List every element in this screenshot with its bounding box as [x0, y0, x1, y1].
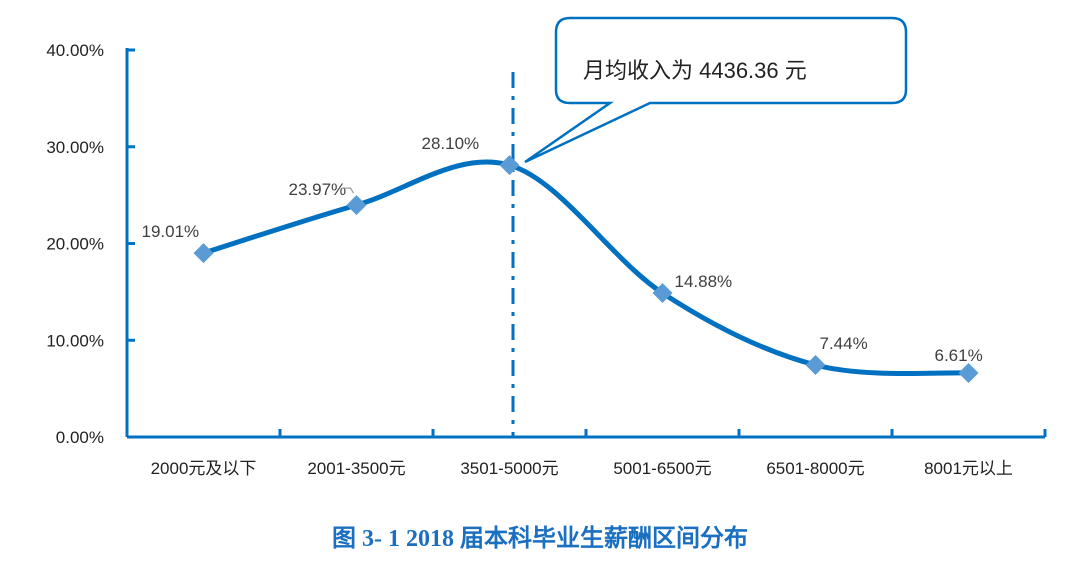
- x-tick-label: 2000元及以下: [151, 459, 257, 478]
- data-label: 23.97%: [289, 180, 347, 199]
- data-point-marker: [346, 195, 367, 216]
- data-label: 19.01%: [142, 222, 200, 241]
- data-point-marker: [805, 355, 826, 376]
- x-tick-label: 8001元以上: [924, 459, 1013, 478]
- data-label: 7.44%: [820, 334, 868, 353]
- data-point-marker: [193, 243, 214, 264]
- x-tick-label: 3501-5000元: [460, 459, 558, 478]
- y-tick-label: 30.00%: [46, 138, 104, 157]
- x-tick-label: 5001-6500元: [613, 459, 711, 478]
- y-tick-label: 40.00%: [46, 41, 104, 60]
- data-point-marker: [499, 155, 520, 176]
- chart-title: 图 3- 1 2018 届本科毕业生薪酬区间分布: [332, 524, 748, 552]
- y-tick-label: 20.00%: [46, 235, 104, 254]
- callout: 月均收入为 4436.36 元: [524, 16, 908, 164]
- callout-text: 月均收入为 4436.36 元: [583, 58, 807, 83]
- data-label-leader-line: [341, 187, 355, 194]
- series-line: [202, 159, 969, 377]
- data-label: 6.61%: [935, 346, 983, 365]
- x-tick-label: 2001-3500元: [307, 459, 405, 478]
- data-point-marker: [652, 283, 673, 304]
- y-tick-label: 0.00%: [56, 428, 104, 447]
- callout-bubble: [524, 16, 908, 164]
- data-point-marker: [958, 363, 979, 384]
- y-tick-label: 10.00%: [46, 331, 104, 350]
- x-tick-label: 6501-8000元: [766, 459, 864, 478]
- data-label: 28.10%: [422, 134, 480, 153]
- data-label: 14.88%: [675, 272, 733, 291]
